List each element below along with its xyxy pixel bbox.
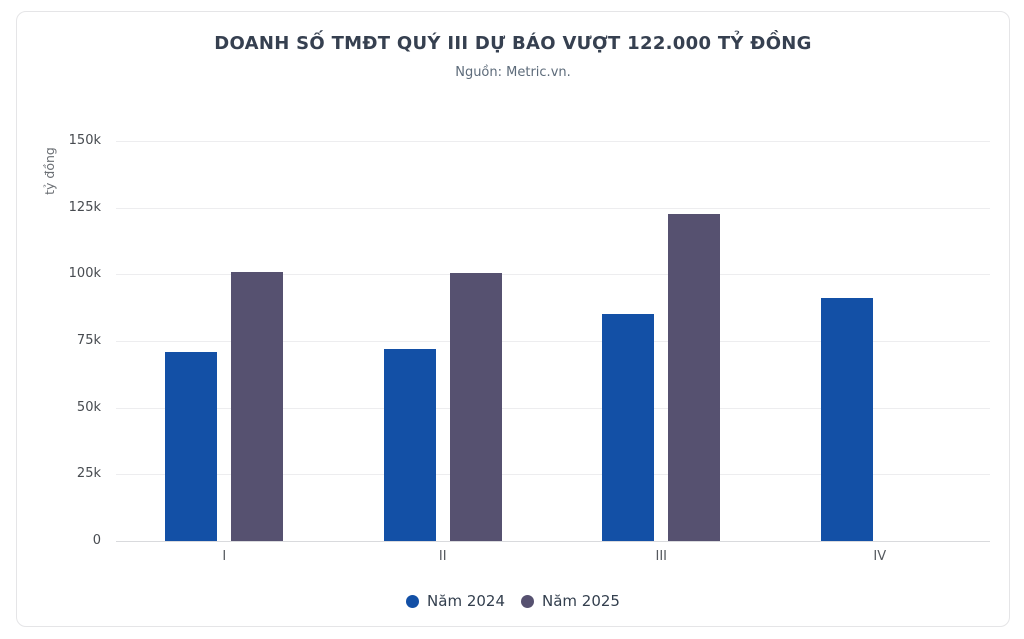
y-tick-label: 125k: [68, 199, 101, 215]
legend: Năm 2024 Năm 2025: [17, 592, 1009, 610]
y-tick-label: 150k: [68, 133, 101, 148]
gridline: [116, 274, 990, 276]
gridline: [116, 141, 990, 142]
bar-năm-2025-q1: [231, 271, 284, 541]
chart-subtitle: Nguồn: Metric.vn.: [455, 65, 571, 80]
gridline: [116, 207, 990, 209]
bar-năm-2024-q4: [820, 298, 873, 541]
gridline: [116, 341, 990, 342]
y-tick-label: 50k: [76, 399, 101, 415]
y-tick-label: 25k: [76, 466, 101, 482]
x-tick-label: IV: [873, 549, 887, 564]
x-tick-label: I: [222, 549, 227, 564]
legend-item-năm-2025[interactable]: Năm 2025: [521, 592, 620, 610]
bar-năm-2024-q1: [165, 351, 218, 541]
x-tick-label: III: [655, 549, 667, 564]
gridline: [116, 474, 990, 476]
bar-năm-2025-q3: [668, 214, 721, 541]
x-axis-line: [116, 541, 990, 542]
bar-năm-2024-q2: [383, 349, 436, 541]
gridline: [116, 407, 990, 409]
legend-label: Năm 2025: [542, 592, 620, 610]
legend-marker-icon: [521, 594, 534, 608]
chart-title: DOANH SỐ TMĐT QUÝ III DỰ BÁO VƯỢT 122.00…: [214, 33, 812, 54]
legend-marker-icon: [406, 594, 420, 608]
bar-năm-2025-q2: [449, 273, 502, 541]
y-tick-label: 100k: [68, 266, 101, 282]
legend-label: Năm 2024: [427, 592, 505, 610]
bar-năm-2024-q3: [602, 314, 655, 541]
y-tick-label: 75k: [76, 333, 101, 348]
x-tick-label: II: [438, 549, 447, 564]
legend-item-năm-2024[interactable]: Năm 2024: [406, 592, 505, 610]
y-tick-label: 0: [92, 533, 101, 548]
chart-card: DOANH SỐ TMĐT QUÝ III DỰ BÁO VƯỢT 122.00…: [16, 11, 1010, 627]
